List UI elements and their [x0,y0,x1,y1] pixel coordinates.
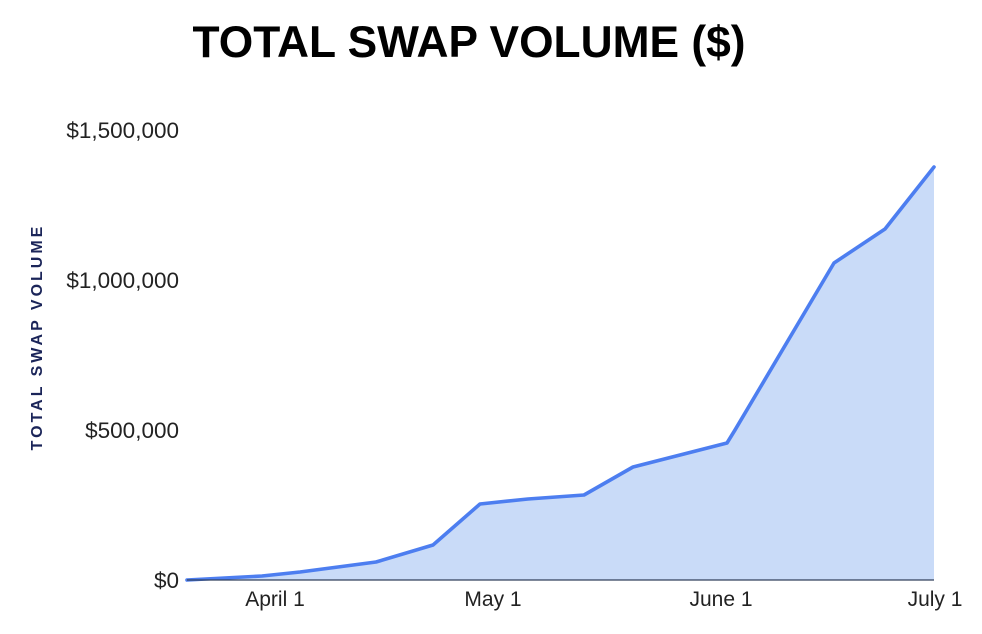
svg-text:July 1: July 1 [908,588,963,611]
svg-text:June 1: June 1 [689,588,752,611]
svg-text:$1,000,000: $1,000,000 [66,268,179,293]
svg-text:$0: $0 [154,568,179,593]
svg-text:$500,000: $500,000 [85,418,179,443]
svg-text:$1,500,000: $1,500,000 [66,118,179,143]
svg-text:May 1: May 1 [464,588,521,611]
svg-text:April 1: April 1 [245,588,305,611]
